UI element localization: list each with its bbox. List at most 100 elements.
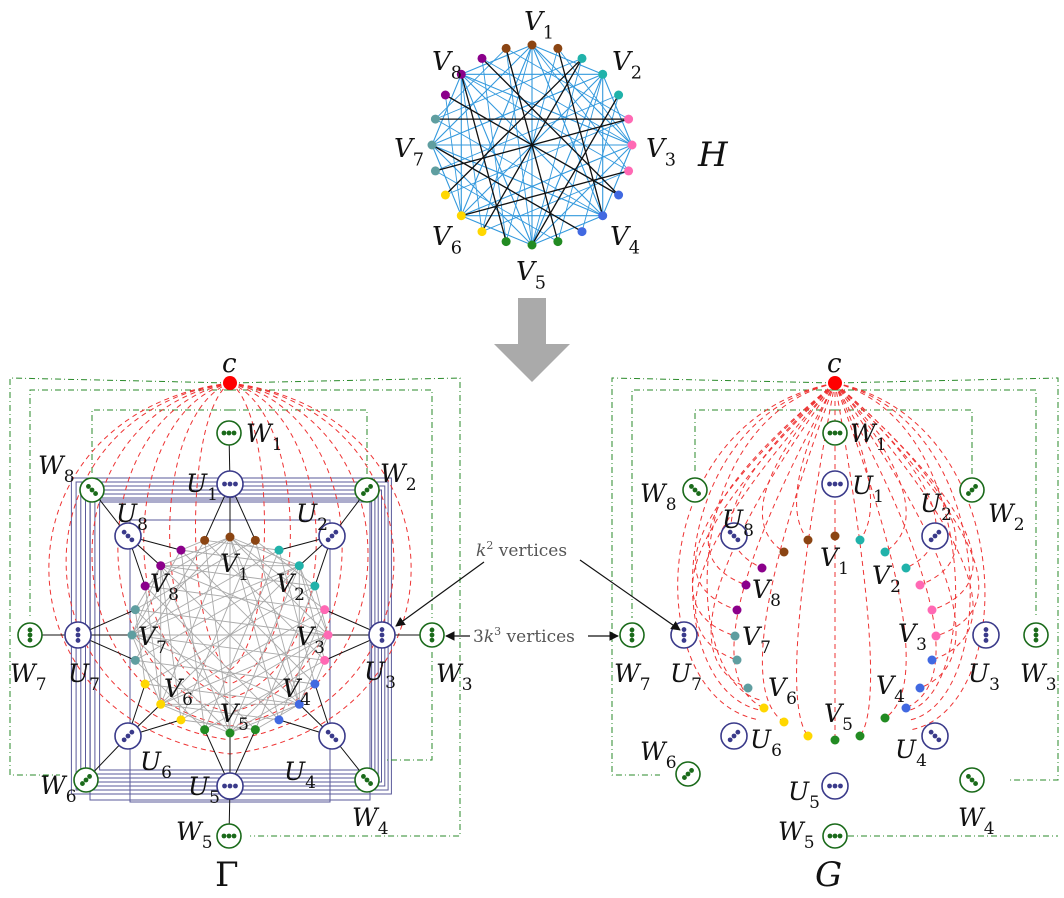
g-v-vertex (916, 581, 925, 590)
g-w5-dot (833, 834, 838, 839)
g-v-vertex (916, 684, 925, 693)
g-red-arc (708, 383, 835, 585)
g-u8-dot (735, 537, 740, 542)
g-w1-dot (833, 431, 838, 436)
gamma-w6-dot (87, 774, 92, 779)
g-w4-dot (966, 774, 971, 779)
gamma-u5-dot (233, 784, 238, 789)
h-vertex (441, 91, 450, 100)
gamma-w3-dot (430, 633, 435, 638)
label-g-w3: W3 (1020, 659, 1057, 695)
h-vertex (502, 44, 511, 53)
label-gamma-w3: W3 (436, 659, 473, 695)
g-w2-dot (970, 488, 975, 493)
g-u1-dot (838, 482, 843, 487)
gamma-w7-dot (28, 628, 33, 633)
g-green-frame (695, 410, 835, 474)
g-u4-dot (929, 730, 934, 735)
gamma-w8-dot (93, 491, 98, 496)
h-vertex (528, 241, 537, 250)
g-w5-dot (828, 834, 833, 839)
h-vertex (628, 141, 637, 150)
label-gamma-w2: W2 (380, 459, 417, 495)
h-vertex (528, 41, 537, 50)
h-edge (461, 74, 632, 145)
h-vertex (614, 91, 623, 100)
gamma-v-vertex (275, 546, 284, 555)
g-u7-dot (682, 627, 687, 632)
gamma-v-vertex (200, 725, 209, 734)
gamma-w1-dot (232, 431, 237, 436)
gamma-w2-dot (361, 491, 366, 496)
gamma-v-vertex (141, 582, 150, 591)
gamma-w8-dot (90, 488, 95, 493)
g-v-vertex (744, 684, 753, 693)
label-g-w6: W6 (640, 737, 677, 773)
g-v-vertex (731, 632, 740, 641)
g-w5-dot (838, 834, 843, 839)
g-red-arc (762, 383, 835, 552)
g-w7-dot (630, 633, 635, 638)
g-w7-dot (630, 628, 635, 633)
label-gamma-w4: W4 (352, 803, 389, 839)
label-g-v6: V6 (768, 673, 797, 709)
label-h-v4: V4 (610, 222, 640, 258)
h-vertex (578, 227, 587, 236)
g-u2-dot (929, 537, 934, 542)
g-u5-dot (838, 784, 843, 789)
label-k2-vertices: k2 vertices (476, 539, 567, 561)
h-vertex (553, 44, 562, 53)
gamma-w1-dot (222, 431, 227, 436)
label-g-u1: U1 (852, 471, 884, 507)
label-g-u5: U5 (788, 777, 820, 813)
g-v-vertex (831, 736, 840, 745)
gamma-u4-dot (326, 730, 331, 735)
g-u6-dot (735, 730, 740, 735)
gamma-u7-dot (76, 633, 81, 638)
g-u3-dot (984, 638, 989, 643)
h-vertex (457, 211, 466, 220)
gamma-v-vertex (310, 680, 319, 689)
gamma-u4-dot (333, 737, 338, 742)
g-red-arc (678, 383, 835, 720)
g-w7-dot (630, 638, 635, 643)
gamma-w4-dot (368, 781, 373, 786)
g-u5-dot (833, 784, 838, 789)
g-v-vertex (831, 532, 840, 541)
gamma-v-vertex (200, 536, 209, 545)
gamma-v-vertex (310, 582, 319, 591)
g-w6-dot (689, 768, 694, 773)
g-v-vertex (928, 606, 937, 615)
h-vertex (431, 166, 440, 175)
h-edge (432, 145, 603, 216)
g-v-vertex (733, 656, 742, 665)
label-gamma-c: c (222, 349, 237, 379)
label-g-w7: W7 (614, 659, 651, 695)
g-v-vertex (758, 564, 767, 573)
label-h: H (697, 135, 729, 175)
label-g-v4: V4 (876, 671, 905, 707)
gamma-u6-dot (122, 737, 127, 742)
g-w6-dot (682, 775, 687, 780)
gamma-v-vertex (177, 715, 186, 724)
gamma-u6-dot (126, 734, 131, 739)
gamma-v-vertex (131, 656, 140, 665)
gamma-w3-dot (430, 628, 435, 633)
g-w8-dot (696, 491, 701, 496)
gamma-v-vertex (226, 533, 235, 542)
reduction-arrow (494, 298, 570, 382)
h-edge (445, 119, 628, 195)
label-g-w2: W2 (988, 499, 1025, 535)
g-v-vertex (733, 606, 742, 615)
label-gamma-v8: V8 (150, 569, 179, 605)
gamma-w7-dot (28, 638, 33, 643)
label-g-v8: V8 (752, 575, 781, 611)
g-u6-dot (728, 737, 733, 742)
h-vertex (624, 115, 633, 124)
gamma-w5-dot (227, 834, 232, 839)
h-edge (558, 74, 603, 241)
gamma-w2-dot (368, 484, 373, 489)
g-w2-dot (973, 484, 978, 489)
g-green-frame (612, 378, 835, 775)
label-h-v6: V6 (432, 222, 462, 258)
